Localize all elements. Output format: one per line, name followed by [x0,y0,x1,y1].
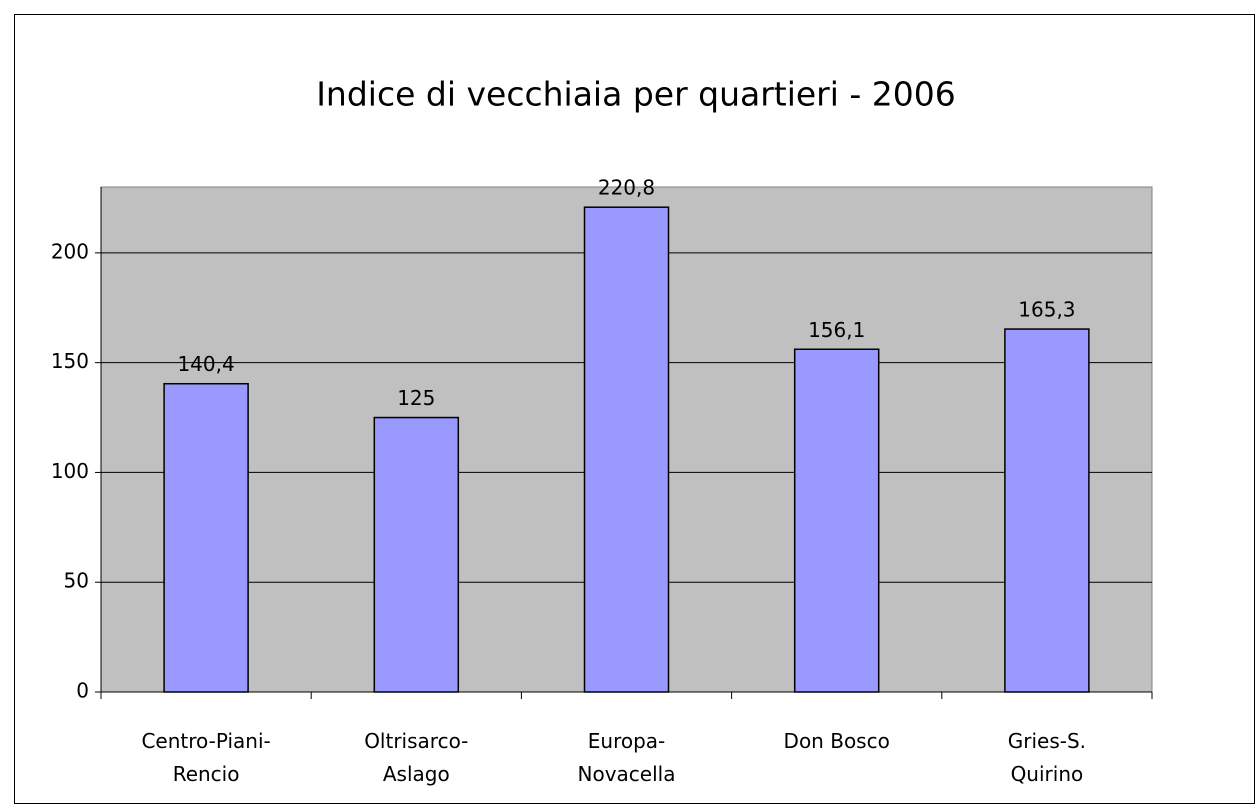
bar [373,416,460,693]
value-label: 140,4 [177,352,234,376]
bar [793,348,880,693]
value-label: 165,3 [1018,298,1075,322]
x-tick-label: Centro-Piani-Rencio [141,729,270,786]
y-tick-label: 200 [51,239,89,263]
chart-title: Indice di vecchiaia per quartieri - 2006 [316,75,956,114]
x-tick-label: Gries-S. Quirino [1008,729,1086,786]
bar [1004,328,1090,693]
x-tick-label: Oltrisarco-Aslago [364,729,468,786]
x-tick-label: Don Bosco [784,729,890,753]
y-tick-label: 100 [51,459,89,483]
y-tick-label: 50 [64,569,89,593]
value-label: 125 [397,386,435,410]
bar [163,382,249,693]
y-tick-label: 150 [51,349,89,373]
value-label: 156,1 [808,318,865,342]
x-tick-label: Europa-Novacella [578,729,676,786]
y-tick-label: 0 [76,679,89,703]
bar [583,206,670,693]
value-label: 220,8 [598,176,655,200]
